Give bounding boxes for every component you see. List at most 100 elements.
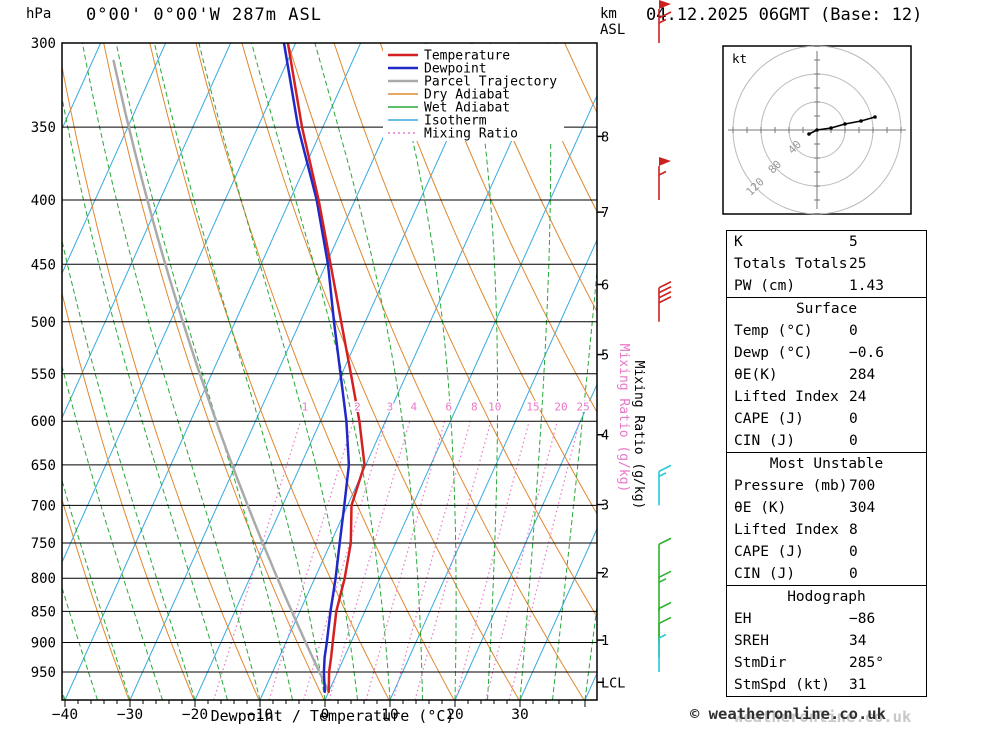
watermark-shadow-text: weatheronline.co.uk (734, 708, 912, 726)
table-row-label: Lifted Index (734, 389, 839, 405)
svg-text:4: 4 (410, 400, 417, 413)
table-row-label: CIN (J) (734, 433, 796, 449)
svg-text:900: 900 (31, 636, 56, 652)
svg-text:30: 30 (511, 707, 528, 723)
table-row-label: PW (cm) (734, 278, 796, 294)
svg-text:25: 25 (577, 400, 590, 413)
hodograph-trace-point (815, 128, 819, 132)
table-row: θE(K) 284 (727, 364, 926, 386)
svg-text:Dewpoint: Dewpoint (424, 62, 487, 77)
svg-text:350: 350 (31, 120, 56, 136)
wind-barb (658, 156, 671, 200)
svg-text:20: 20 (446, 707, 463, 723)
table-section: Hodograph EH −86 SREH 34 StmDir 285° StmSpd (kt… (727, 585, 926, 696)
hodograph-trace-point (859, 119, 863, 123)
table-row-label: StmSpd (kt) (734, 677, 831, 693)
table-row-label: Totals Totals (734, 256, 848, 272)
table-section: Surface Temp (°C) 0 Dewp (°C) −0.6 θE(K) 284 Li… (727, 297, 926, 452)
altitude-axis-unit-km: km (600, 6, 617, 22)
table-row-value: 285° (849, 655, 884, 671)
table-row-value: 31 (849, 677, 867, 693)
table-row-value: 25 (849, 256, 867, 272)
table-row-value: 700 (849, 478, 876, 494)
svg-text:300: 300 (31, 36, 56, 52)
watermark: weatheronline.co.uk © weatheronline.co.u… (690, 705, 995, 731)
altitude-axis-unit: km ASL (600, 6, 625, 38)
wind-barbs (658, 0, 672, 673)
svg-text:3: 3 (387, 400, 394, 413)
svg-text:LCL: LCL (601, 675, 625, 691)
table-section: K 5 Totals Totals 25 PW (cm) 1.43 (727, 231, 926, 297)
table-section-title: Most Unstable (769, 456, 884, 472)
svg-text:20: 20 (554, 400, 567, 413)
datetime-title: 04.12.2025 06GMT (Base: 12) (646, 5, 923, 25)
svg-text:800: 800 (31, 571, 56, 587)
svg-text:500: 500 (31, 315, 56, 331)
svg-text:950: 950 (31, 665, 56, 681)
svg-text:15: 15 (526, 400, 539, 413)
svg-text:Wet Adiabat: Wet Adiabat (424, 101, 510, 116)
temperature-tick-labels: −40 −30 −20 −10 0 10 20 30 (52, 700, 586, 723)
wind-barb (658, 633, 667, 673)
table-row-value: 5 (849, 234, 858, 250)
table-row: Pressure (mb) 700 (727, 475, 926, 497)
table-row-label: StmDir (734, 655, 787, 671)
svg-text:Isotherm: Isotherm (424, 114, 487, 129)
table-row-value: 284 (849, 367, 876, 383)
temperature-line (286, 43, 366, 694)
hodograph-trace-point (807, 132, 811, 136)
isotherm-lines (62, 43, 597, 700)
mixing-ratio-axis-label: Mixing Ratio (g/kg) (631, 361, 646, 510)
km-tick-labels: 8 7 6 5 4 3 2 1 LCL (597, 129, 625, 691)
wind-barb (658, 570, 672, 612)
table-row: CAPE (J) 0 (727, 408, 926, 430)
hodograph-unit-label: kt (732, 51, 747, 66)
mixing-ratio-value-labels: 1 2 3 4 6 8 10 15 20 25 (300, 399, 591, 415)
mixing-ratio-lines (213, 421, 581, 700)
svg-text:8: 8 (601, 129, 609, 145)
table-row-value: −86 (849, 611, 876, 627)
svg-text:6: 6 (601, 277, 609, 293)
table-row-label: CAPE (J) (734, 544, 804, 560)
mixing-ratio-axis-label-pink: Mixing Ratio (g/kg) (616, 344, 631, 493)
table-row-label: Temp (°C) (734, 323, 813, 339)
wind-barb (658, 281, 672, 322)
table-row-label: θE (K) (734, 500, 787, 516)
legend-item: Mixing Ratio (388, 127, 518, 142)
svg-text:−20: −20 (182, 707, 208, 723)
svg-text:6: 6 (445, 400, 452, 413)
svg-text:10: 10 (381, 707, 398, 723)
table-section-title: Surface (795, 301, 858, 317)
wind-barb (658, 537, 672, 579)
table-row-label: SREH (734, 633, 769, 649)
svg-text:850: 850 (31, 604, 56, 620)
svg-text:400: 400 (31, 193, 56, 209)
svg-text:Parcel Trajectory: Parcel Trajectory (424, 75, 557, 90)
skewt-chart: 3003504004505005506006507007508008509009… (31, 0, 672, 723)
legend-item: Dewpoint (388, 62, 487, 77)
svg-text:4: 4 (601, 428, 609, 444)
table-row: CIN (J) 0 (727, 430, 926, 452)
table-section: Most Unstable Pressure (mb) 700 θE (K) 304 Li… (727, 452, 926, 585)
svg-text:550: 550 (31, 367, 56, 383)
indices-table: K 5 Totals Totals 25 PW (cm) 1.43 Surface Temp … (726, 230, 927, 697)
hodograph-trace-point (843, 122, 847, 126)
wet-adiabat-lines (62, 43, 597, 700)
legend-item: Temperature (388, 49, 510, 64)
parcel-trajectory-line (112, 59, 330, 694)
svg-text:600: 600 (31, 414, 56, 430)
skewt-plot-area (62, 43, 597, 700)
legend-item: Wet Adiabat (388, 101, 510, 116)
table-row-value: 8 (849, 522, 858, 538)
watermark-copyright: © weatheronline.co.uk (690, 705, 886, 723)
table-row-value: 0 (849, 544, 858, 560)
table-row-value: 304 (849, 500, 876, 516)
pressure-axis-unit: hPa (26, 6, 52, 22)
table-row: Dewp (°C) −0.6 (727, 342, 926, 364)
table-row: PW (cm) 1.43 (727, 275, 926, 297)
x-axis-label: Dewpoint / Temperature (°C) (210, 707, 455, 725)
dewpoint-line (282, 43, 351, 694)
svg-text:2: 2 (601, 566, 609, 582)
